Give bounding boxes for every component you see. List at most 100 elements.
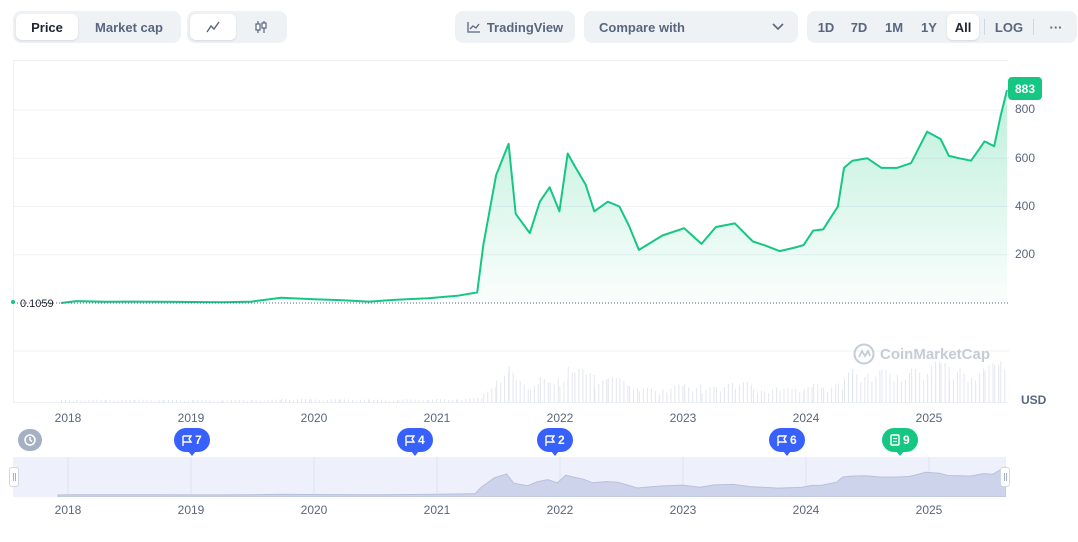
compare-with-dropdown[interactable]: Compare with <box>584 11 798 43</box>
volume-bar <box>682 385 684 403</box>
event-marker[interactable]: 6 <box>769 428 805 456</box>
tradingview-button[interactable]: TradingView <box>455 11 575 43</box>
volume-bar <box>500 382 502 403</box>
volume-bar <box>318 400 320 403</box>
volume-bar <box>979 373 981 403</box>
volume-bar <box>168 399 169 403</box>
volume-bar <box>817 384 819 403</box>
volume-bar <box>305 398 307 403</box>
navigator-right-handle[interactable] <box>1000 467 1010 487</box>
line-chart-button[interactable] <box>190 14 236 40</box>
volume-bar <box>527 389 529 403</box>
volume-bar <box>367 399 369 403</box>
volume-bar <box>715 387 717 403</box>
event-marker[interactable]: 4 <box>397 428 433 456</box>
range-7d[interactable]: 7D <box>850 19 868 35</box>
volume-bar <box>688 387 690 403</box>
volume-bar <box>393 400 395 403</box>
volume-bar <box>811 387 813 403</box>
tab-market-cap[interactable]: Market cap <box>95 19 163 35</box>
volume-bar <box>837 383 839 403</box>
volume-bar <box>217 400 219 403</box>
volume-bar <box>879 370 881 403</box>
volume-bar <box>553 384 555 403</box>
volume-bar <box>180 400 181 403</box>
history-button[interactable] <box>18 429 42 451</box>
volume-bar <box>487 391 489 403</box>
volume-bar <box>823 387 825 403</box>
tab-price[interactable]: Price <box>16 14 78 40</box>
volume-bar <box>983 368 985 403</box>
volume-bar <box>692 391 694 403</box>
volume-bar <box>578 369 580 403</box>
volume-bar <box>448 400 450 403</box>
more-options-button[interactable]: ··· <box>1049 19 1063 35</box>
volume-bar <box>956 371 958 403</box>
flag-icon <box>182 434 192 446</box>
volume-bar <box>385 400 387 403</box>
volume-bar <box>908 372 910 403</box>
volume-bar <box>343 399 345 403</box>
volume-bar <box>988 365 990 403</box>
volume-bar <box>389 401 391 403</box>
watermark-text: CoinMarketCap <box>880 345 991 363</box>
volume-bar <box>402 399 404 403</box>
current-price-badge: 883 <box>1008 77 1042 100</box>
navigator-tick: 2019 <box>177 503 205 517</box>
volume-bar <box>864 376 866 403</box>
volume-bar <box>539 376 541 403</box>
volume-bar <box>944 362 946 403</box>
range-navigator[interactable] <box>13 457 1006 497</box>
event-count: 7 <box>195 433 202 447</box>
volume-bar <box>779 390 781 403</box>
volume-bar <box>255 400 257 403</box>
navigator-chart <box>57 457 1006 497</box>
volume-bar <box>426 399 428 403</box>
volume-bar <box>756 393 758 403</box>
divider <box>1033 19 1034 35</box>
volume-bar <box>293 400 295 403</box>
chart-area[interactable] <box>13 60 1009 403</box>
volume-bar <box>795 389 797 403</box>
event-marker[interactable]: 7 <box>174 428 210 456</box>
volume-bar <box>971 378 973 403</box>
candlestick-button[interactable] <box>238 14 284 40</box>
volume-bar <box>65 400 66 403</box>
event-marker[interactable]: 2 <box>537 428 573 456</box>
line-chart-icon <box>206 21 220 33</box>
range-1d[interactable]: 1D <box>817 19 835 35</box>
volume-bar <box>637 388 638 403</box>
navigator-tick: 2022 <box>546 503 574 517</box>
flag-icon <box>777 434 787 446</box>
range-1y[interactable]: 1Y <box>921 19 937 35</box>
volume-bar <box>776 387 778 403</box>
document-icon <box>890 434 900 446</box>
volume-bar <box>61 400 62 403</box>
volume-bar <box>975 380 977 403</box>
volume-bar <box>549 382 551 403</box>
navigator-left-handle[interactable] <box>9 467 19 487</box>
volume-bar <box>750 384 752 403</box>
x-tick: 2022 <box>546 411 574 425</box>
volume-bar <box>787 388 789 403</box>
volume-bar <box>158 400 160 403</box>
volume-bar <box>959 368 961 403</box>
volume-bar <box>267 400 269 403</box>
volume-bar <box>666 392 668 403</box>
event-marker[interactable]: 9 <box>882 428 918 456</box>
range-1m[interactable]: 1M <box>884 19 904 35</box>
range-all[interactable]: All <box>947 14 979 40</box>
volume-bar <box>723 387 725 403</box>
volume-bar <box>481 398 483 403</box>
volume-bar <box>271 399 273 403</box>
start-price-label: 0.1059 <box>20 298 54 310</box>
x-tick: 2020 <box>300 411 328 425</box>
x-tick: 2021 <box>423 411 451 425</box>
volume-bar <box>88 400 90 403</box>
volume-bar <box>133 400 135 403</box>
volume-bar <box>633 390 634 403</box>
volume-bar <box>176 399 177 403</box>
volume-bar <box>998 364 1000 403</box>
volume-bar <box>904 379 906 403</box>
log-toggle[interactable]: LOG <box>994 19 1024 35</box>
